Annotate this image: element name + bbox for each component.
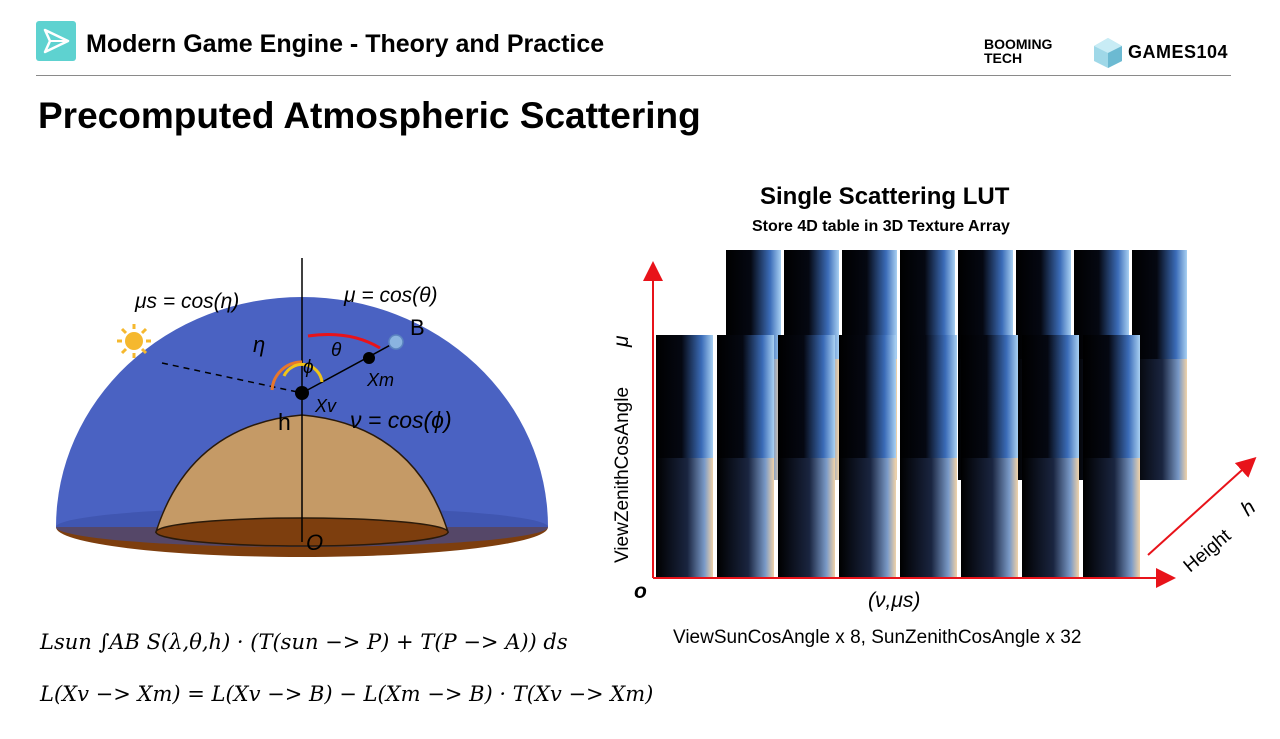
mu-s-label: μs = cos(η) (134, 290, 239, 313)
y-axis-label: ViewZenithCosAngle (612, 387, 633, 563)
phi-arc (282, 362, 324, 383)
front-strip-bottom-4 (839, 458, 896, 578)
front-strip-bottom-3 (778, 458, 835, 578)
booming-tech-logo: BOOMING TECH (984, 36, 1053, 66)
front-strip-bottom-1 (656, 458, 713, 578)
front-strip-top-7 (1022, 335, 1079, 458)
games104-cube-icon (1094, 38, 1122, 68)
view-ray (301, 341, 397, 394)
front-strip-top-4 (839, 335, 896, 458)
nu-label: ν = cos(ϕ) (350, 407, 452, 433)
back-strip-bottom-8 (1132, 359, 1187, 480)
xm-point (363, 352, 375, 364)
b-point (388, 334, 404, 350)
play-icon (43, 28, 70, 54)
lut-subtitle: Store 4D table in 3D Texture Array (752, 218, 1010, 235)
back-strip-top-8 (1132, 250, 1187, 359)
front-strip-top-2 (717, 335, 774, 458)
height-axis-arrow (1147, 456, 1257, 556)
x-axis-label: (ν,μs) (868, 589, 920, 612)
front-strip-top-8 (1083, 335, 1140, 458)
front-strip-bottom-8 (1083, 458, 1140, 578)
y-axis-symbol: μ (610, 335, 633, 348)
xv-point (295, 386, 309, 400)
theta-arc (307, 333, 381, 350)
lut-front-layer (656, 335, 1140, 578)
front-strip-top-6 (961, 335, 1018, 458)
atmosphere-hemisphere-diagram: μs = cos(η) μ = cos(θ) ν = cos(ϕ) η θ ϕ … (56, 258, 548, 557)
formula-segment-radiance: L(Xv −> Xm) = L(Xv −> B) − L(Xm −> B) · … (40, 682, 654, 706)
front-strip-bottom-2 (717, 458, 774, 578)
lut-caption: ViewSunCosAngle x 8, SunZenithCosAngle x… (673, 627, 1082, 648)
course-title: Modern Game Engine - Theory and Practice (86, 30, 605, 58)
course-logo (36, 21, 76, 61)
h-label: h (278, 409, 291, 435)
xv-label: Xv (314, 396, 337, 416)
z-axis-symbol: h (1236, 496, 1260, 521)
phi-label: ϕ (303, 357, 314, 378)
lut-title: Single Scattering LUT (760, 183, 1010, 210)
games104-logo: GAMES104 (1128, 42, 1229, 62)
b-label: B (410, 315, 425, 340)
header-divider (36, 75, 1231, 76)
single-scattering-lut-diagram: ViewZenithCosAngle μ o (ν,μs) Height h (610, 250, 1260, 612)
origin-label: O (306, 530, 323, 555)
sun-direction-line (161, 362, 303, 394)
front-strip-bottom-7 (1022, 458, 1079, 578)
slide-title: Precomputed Atmospheric Scattering (38, 95, 701, 136)
front-strip-top-3 (778, 335, 835, 458)
z-axis-label: Height (1180, 525, 1236, 577)
theta-label: θ (331, 340, 342, 361)
xm-label: Xm (366, 370, 394, 390)
origin-label: o (634, 580, 647, 603)
front-strip-bottom-6 (961, 458, 1018, 578)
eta-label: η (253, 332, 265, 357)
front-strip-top-5 (900, 335, 957, 458)
mu-label: μ = cos(θ) (343, 284, 438, 307)
front-strip-top-1 (656, 335, 713, 458)
eta-arc (270, 360, 303, 391)
formula-sun-scattering: Lsun ∫AB S(λ,θ,h) · (T(sun −> P) + T(P −… (40, 630, 568, 654)
front-strip-bottom-5 (900, 458, 957, 578)
sun-icon (117, 324, 151, 358)
